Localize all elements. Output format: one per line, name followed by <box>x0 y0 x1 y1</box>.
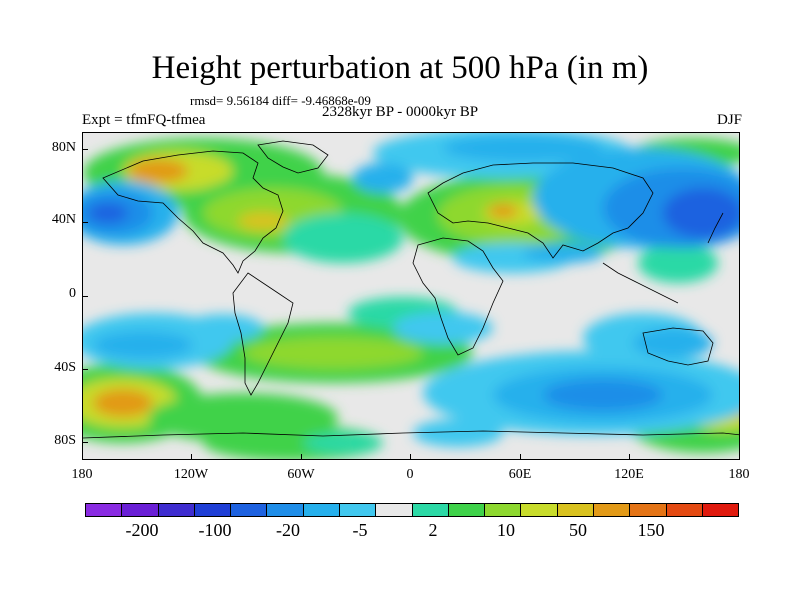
colorbar-swatch <box>448 504 486 516</box>
colorbar-label: -200 <box>125 520 159 540</box>
experiment-label: Expt = tfmFQ-tfmea <box>82 112 206 128</box>
colorbar-label: 10 <box>497 520 515 540</box>
lon-label-0: 0 <box>406 467 414 482</box>
lat-label-40n: 40N <box>51 212 76 227</box>
lat-label-40s: 40S <box>54 360 76 375</box>
lon-label-180-west: 180 <box>71 467 93 482</box>
lat-tick <box>82 369 88 370</box>
lat-label-0: 0 <box>69 286 76 301</box>
lon-tick <box>191 454 192 460</box>
colorbar-swatch <box>158 504 195 516</box>
lat-label-80n: 80N <box>51 140 76 155</box>
colorbar-swatch <box>666 504 703 516</box>
colorbar-label: 150 <box>637 520 665 540</box>
colorbar-swatch <box>485 504 522 516</box>
map-panel <box>82 132 740 460</box>
colorbar-swatch <box>267 504 304 516</box>
colorbar-swatch <box>231 504 268 516</box>
colorbar-swatch <box>412 504 449 516</box>
lon-tick <box>410 454 411 460</box>
lon-label-60w: 60W <box>287 467 315 482</box>
colorbar-swatch <box>593 504 631 516</box>
lat-tick <box>82 149 88 150</box>
lon-tick <box>629 454 630 460</box>
color-legend-bar <box>85 503 739 517</box>
lat-tick <box>82 442 88 443</box>
lon-label-60e: 60E <box>508 467 532 482</box>
lon-label-120e: 120E <box>614 467 644 482</box>
colorbar-swatch <box>339 504 377 516</box>
lon-tick <box>301 454 302 460</box>
colorbar-swatch <box>122 504 159 516</box>
coastlines <box>83 140 739 439</box>
height-perturbation-map <box>83 133 739 459</box>
colorbar-swatch <box>557 504 594 516</box>
rmsd-stats: rmsd= 9.56184 diff= -9.46868e-09 <box>190 93 371 108</box>
lat-tick <box>82 222 88 223</box>
colorbar-swatch <box>630 504 667 516</box>
lon-label-180-east: 180 <box>728 467 750 482</box>
season-label: DJF <box>716 112 742 128</box>
colorbar-swatch <box>194 504 232 516</box>
lat-label-80s: 80S <box>54 433 76 448</box>
contour-fill <box>83 133 739 459</box>
colorbar-swatch <box>303 504 340 516</box>
lat-tick <box>82 296 88 297</box>
colorbar-label: -20 <box>276 520 300 540</box>
chart-title: Height perturbation at 500 hPa (in m) <box>151 50 649 86</box>
colorbar-swatch <box>376 504 413 516</box>
colorbar-swatch <box>521 504 558 516</box>
colorbar-label: 2 <box>428 520 438 540</box>
lon-label-120w: 120W <box>173 467 209 482</box>
period-label: 2328kyr BP - 0000kyr BP <box>321 104 479 120</box>
colorbar-label: -100 <box>198 520 232 540</box>
colorbar-swatch <box>702 504 739 516</box>
colorbar-label: 50 <box>569 520 587 540</box>
colorbar-label: -5 <box>352 520 368 540</box>
lon-tick <box>520 454 521 460</box>
colorbar-swatch <box>86 504 123 516</box>
